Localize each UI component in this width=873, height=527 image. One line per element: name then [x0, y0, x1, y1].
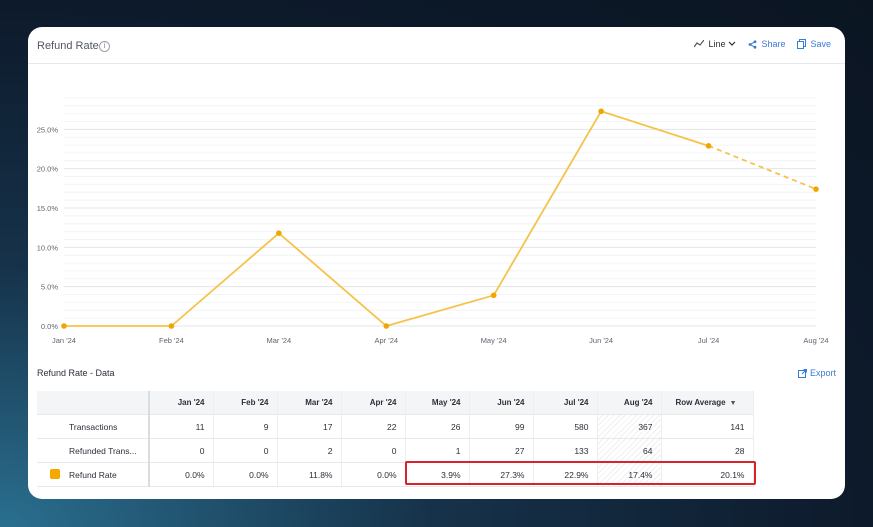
table-cell: 99 [469, 414, 534, 439]
column-header[interactable]: Jan '24 [149, 391, 214, 415]
table-cell: 64 [597, 438, 662, 463]
table-cell: 2 [277, 438, 342, 463]
share-label: Share [761, 39, 786, 49]
y-tick-label: 20.0% [37, 165, 59, 174]
row-label-text: Refund Rate [69, 469, 117, 480]
line-chart: 0.0% 5.0% 10.0% 15.0% 20.0% 25.0% Jan '24 Feb '… [28, 64, 845, 354]
column-header[interactable]: Mar '24 [277, 391, 342, 415]
data-point [490, 292, 497, 299]
chart-title: Refund Rate [37, 40, 99, 52]
chevron-down-icon [729, 41, 736, 46]
row-average-label: Row Average [675, 398, 726, 407]
table-cell: 0 [149, 438, 214, 463]
series-line-forecast [708, 145, 817, 190]
table-cell: 11 [149, 414, 214, 439]
table-cell: 27 [469, 438, 534, 463]
y-tick-label: 25.0% [37, 125, 59, 134]
column-header[interactable]: Feb '24 [213, 391, 278, 415]
column-header[interactable]: Aug '24 [597, 391, 662, 415]
export-label: Export [809, 368, 836, 378]
x-tick-label: Jan '24 [52, 336, 76, 345]
column-header[interactable]: Jul '24 [533, 391, 598, 415]
row-label: Refund Rate [37, 462, 150, 487]
table-cell: 27.3% [469, 462, 534, 487]
table-corner-header [37, 391, 150, 415]
data-point [61, 323, 67, 329]
table-row: Transactions 11 9 17 22 26 99 580 367 14… [37, 414, 754, 439]
series-color-swatch [50, 469, 60, 479]
table-cell: 0 [213, 438, 278, 463]
data-table: Jan '24 Feb '24 Mar '24 Apr '24 May '24 … [37, 391, 754, 487]
chart-type-label: Line [708, 39, 726, 49]
table-cell: 11.8% [277, 462, 342, 487]
line-chart-svg: 0.0% 5.0% 10.0% 15.0% 20.0% 25.0% Jan '24 Feb '… [37, 97, 829, 345]
y-tick-label: 5.0% [41, 283, 58, 292]
column-header[interactable]: Jun '24 [469, 391, 534, 415]
table-cell: 0.0% [341, 462, 406, 487]
data-point [705, 143, 712, 149]
data-point [383, 323, 390, 329]
row-average-cell: 141 [661, 414, 754, 439]
data-point [813, 186, 819, 192]
save-icon [797, 39, 807, 49]
table-cell: 9 [213, 414, 278, 439]
share-icon [749, 39, 757, 49]
line-chart-icon [694, 40, 705, 48]
table-row: Refunded Trans... 0 0 2 0 1 27 133 64 28 [37, 438, 754, 463]
data-point [598, 108, 604, 115]
x-tick-label: Feb '24 [159, 336, 184, 345]
data-point [168, 323, 175, 329]
save-button[interactable]: Save [797, 39, 831, 49]
info-icon[interactable]: i [99, 41, 110, 52]
row-average-cell: 28 [661, 438, 754, 463]
table-cell: 17 [277, 414, 342, 439]
table-cell: 22 [341, 414, 406, 439]
table-cell: 22.9% [533, 462, 598, 487]
x-tick-label: Jun '24 [589, 336, 613, 345]
table-header-row: Jan '24 Feb '24 Mar '24 Apr '24 May '24 … [37, 391, 754, 415]
table-cell: 0 [341, 438, 406, 463]
toolbar: Line Share Save [682, 39, 831, 49]
card-header: Refund Rate i Line Share Save [28, 27, 845, 64]
table-cell: 3.9% [405, 462, 470, 487]
table-cell: 1 [405, 438, 470, 463]
table-cell: 26 [405, 414, 470, 439]
export-icon [797, 368, 807, 378]
x-tick-label: Apr '24 [375, 336, 399, 345]
table-cell: 367 [597, 414, 662, 439]
x-tick-label: May '24 [481, 336, 507, 345]
table-cell: 17.4% [597, 462, 662, 487]
chart-card: Refund Rate i Line Share Save 0.0% 5.0% 10… [28, 27, 845, 499]
row-average-cell: 20.1% [661, 462, 754, 487]
table-cell: 0.0% [149, 462, 214, 487]
save-label: Save [810, 39, 831, 49]
table-cell: 580 [533, 414, 598, 439]
data-point [276, 230, 282, 236]
row-label: Refunded Trans... [37, 438, 150, 463]
data-section-title: Refund Rate - Data [37, 368, 115, 378]
y-tick-label: 0.0% [41, 322, 58, 331]
table-row: Refund Rate 0.0% 0.0% 11.8% 0.0% 3.9% 27… [37, 462, 754, 487]
chart-type-dropdown[interactable]: Line [694, 39, 736, 49]
y-tick-label: 15.0% [37, 204, 59, 213]
row-average-header[interactable]: Row Average ▼ [661, 391, 754, 415]
table-cell: 133 [533, 438, 598, 463]
table-cell: 0.0% [213, 462, 278, 487]
x-tick-label: Aug '24 [803, 336, 828, 345]
sort-desc-icon: ▼ [729, 400, 737, 407]
share-button[interactable]: Share [748, 39, 785, 49]
export-button[interactable]: Export [797, 368, 836, 378]
y-tick-label: 10.0% [37, 243, 59, 252]
x-tick-label: Jul '24 [698, 336, 719, 345]
row-label: Transactions [37, 414, 150, 439]
column-header[interactable]: May '24 [405, 391, 470, 415]
series-line-actual [64, 110, 709, 327]
column-header[interactable]: Apr '24 [341, 391, 406, 415]
x-tick-label: Mar '24 [266, 336, 291, 345]
